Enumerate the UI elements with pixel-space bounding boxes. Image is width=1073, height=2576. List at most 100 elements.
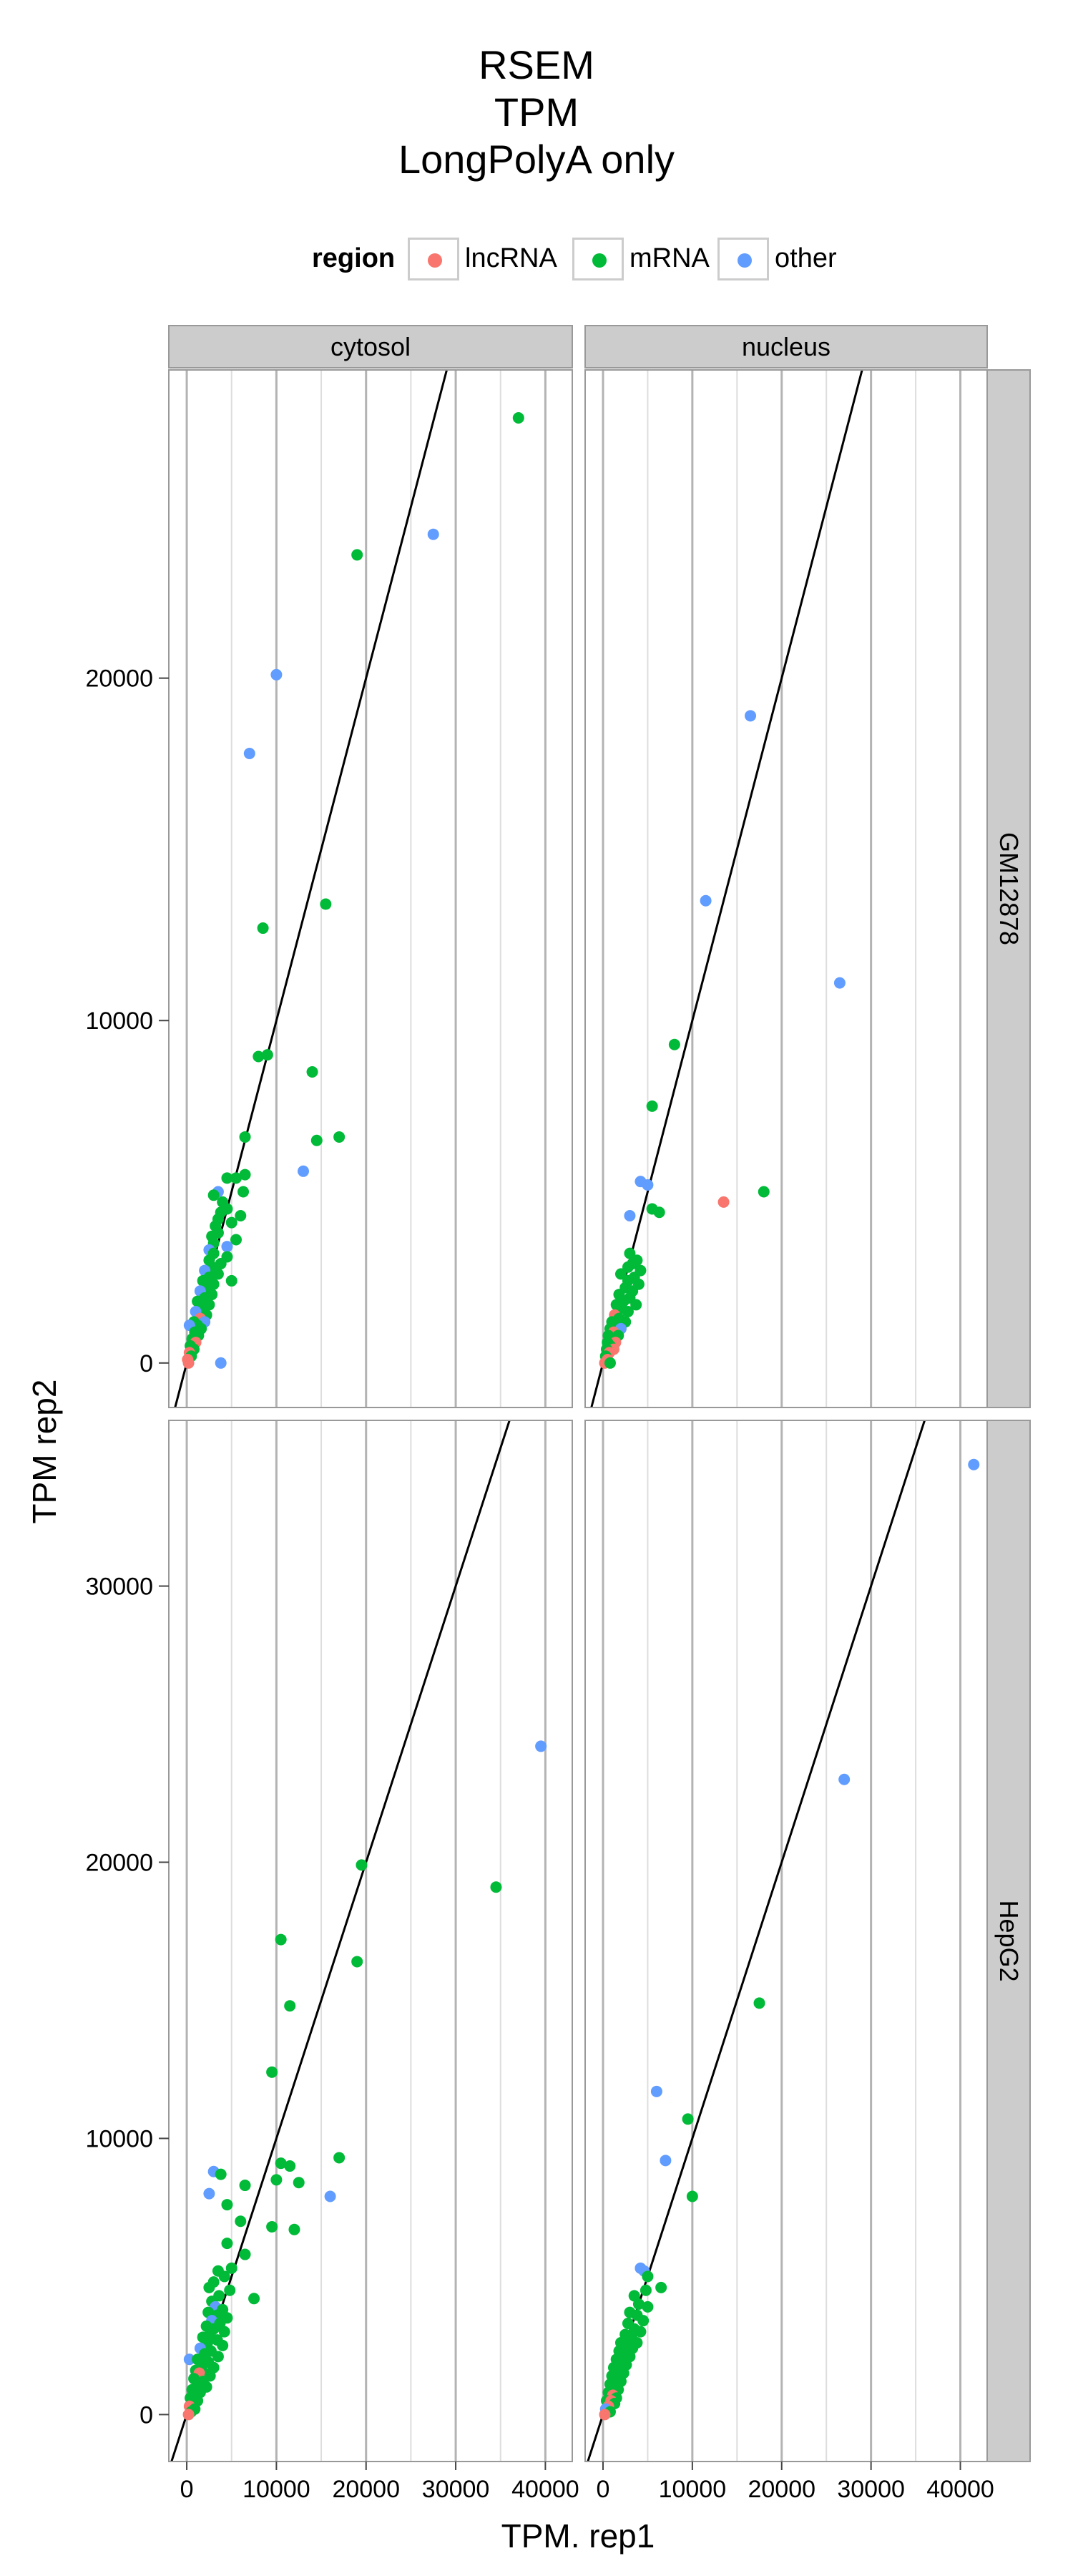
data-point-other xyxy=(215,1357,227,1369)
data-point-mrna xyxy=(239,2248,251,2260)
data-point-mrna xyxy=(224,2284,236,2296)
data-point-other xyxy=(745,710,757,722)
data-point-mrna xyxy=(604,1357,616,1369)
data-point-mrna xyxy=(230,1234,242,1246)
data-point-mrna xyxy=(512,411,524,424)
data-point-mrna xyxy=(753,1997,765,2009)
data-point-mrna xyxy=(217,2339,229,2351)
data-point-mrna xyxy=(212,1268,224,1280)
data-point-mrna xyxy=(248,2293,260,2305)
data-point-mrna xyxy=(225,1216,237,1229)
data-point-mrna xyxy=(333,2152,346,2164)
panel-border xyxy=(584,369,988,1408)
data-point-mrna xyxy=(655,2281,667,2293)
data-point-mrna xyxy=(682,2113,694,2125)
data-point-other xyxy=(243,747,255,759)
data-point-mrna xyxy=(221,1172,233,1184)
data-point-mrna xyxy=(266,2066,278,2078)
data-point-mrna xyxy=(490,1881,502,1893)
panel-background xyxy=(585,1420,987,2462)
data-point-mrna xyxy=(239,1169,251,1181)
data-point-mrna xyxy=(686,2190,698,2202)
data-point-other xyxy=(427,528,439,540)
panel-plot-area xyxy=(174,370,524,1407)
data-point-mrna xyxy=(637,2315,650,2327)
panel-nucleus-GM12878 xyxy=(584,369,988,1408)
facet-strip-cytosol xyxy=(168,325,573,369)
data-point-other xyxy=(203,2187,215,2200)
facet-strip-label: cytosol xyxy=(330,332,411,361)
y-tick-label: 20000 xyxy=(85,1850,153,1877)
data-point-other xyxy=(183,2353,195,2366)
data-point-mrna xyxy=(203,2281,215,2293)
data-point-other xyxy=(968,1458,980,1470)
data-point-mrna xyxy=(351,549,363,561)
reference-line xyxy=(590,370,863,1407)
panel-border xyxy=(168,369,573,1408)
panel-nucleus-HepG2 xyxy=(584,1420,988,2462)
panel-background xyxy=(585,370,987,1407)
facet-row-label: GM12878 xyxy=(994,832,1024,945)
legend-key xyxy=(717,238,769,280)
data-point-mrna xyxy=(333,1131,346,1143)
panel-plot-area xyxy=(170,1420,547,2462)
data-point-mrna xyxy=(237,1186,250,1198)
y-tick-label: 30000 xyxy=(85,1574,153,1601)
x-axis-title: TPM. rep1 xyxy=(501,2517,655,2555)
data-point-mrna xyxy=(653,1206,665,1219)
legend-label: lncRNA xyxy=(465,243,557,273)
x-tick-label: 30000 xyxy=(837,2476,905,2503)
data-point-mrna xyxy=(275,2157,287,2170)
data-point-mrna xyxy=(630,1299,642,1311)
legend-dot-icon xyxy=(592,253,607,268)
panel-border xyxy=(584,1420,988,2462)
x-tick-label: 10000 xyxy=(242,2476,310,2503)
data-point-mrna xyxy=(288,2223,300,2235)
data-point-other xyxy=(535,1740,547,1752)
reference-line xyxy=(587,1420,926,2462)
data-point-mrna xyxy=(275,1933,287,1946)
data-point-mrna xyxy=(614,1268,627,1280)
panel-cytosol-HepG2 xyxy=(168,1420,573,2462)
legend-dot-icon xyxy=(428,253,442,268)
data-point-mrna xyxy=(293,2177,305,2189)
data-point-other xyxy=(298,1165,309,1177)
x-tick-label: 20000 xyxy=(332,2476,400,2503)
y-tick-label: 0 xyxy=(139,2401,153,2429)
legend-label: mRNA xyxy=(629,243,710,273)
data-point-mrna xyxy=(207,1189,220,1201)
data-point-mrna xyxy=(310,1134,323,1146)
data-point-mrna xyxy=(646,1100,658,1112)
data-point-mrna xyxy=(218,2326,230,2338)
legend-key xyxy=(572,238,624,280)
data-point-mrna xyxy=(642,2301,654,2313)
data-point-mrna xyxy=(261,1049,273,1061)
data-point-mrna xyxy=(221,2238,233,2250)
facet-strip-GM12878 xyxy=(986,369,1031,1408)
facet-strip-nucleus xyxy=(584,325,988,369)
y-axis-title: TPM rep2 xyxy=(26,1380,63,1524)
data-point-mrna xyxy=(320,898,332,910)
data-point-mrna xyxy=(235,2215,247,2228)
y-tick-label: 0 xyxy=(139,1350,153,1377)
panel-cytosol-GM12878 xyxy=(168,369,573,1408)
data-point-mrna xyxy=(668,1038,680,1050)
data-point-mrna xyxy=(284,2160,296,2172)
facet-strip-HepG2 xyxy=(986,1420,1031,2462)
legend-title: region xyxy=(312,243,396,273)
data-point-other xyxy=(700,894,712,907)
data-point-mrna xyxy=(284,2000,296,2012)
x-tick-label: 0 xyxy=(180,2476,194,2503)
title-line-3: LongPolyA only xyxy=(398,137,675,182)
panel-border xyxy=(168,1420,573,2462)
panel-plot-area xyxy=(587,1420,980,2462)
panel-plot-area xyxy=(590,370,863,1407)
legend: region lncRNA mRNA other xyxy=(0,238,1073,280)
data-point-lncrna xyxy=(182,1357,195,1369)
data-point-mrna xyxy=(642,2270,654,2283)
x-tick-label: 20000 xyxy=(748,2476,815,2503)
data-point-mrna xyxy=(257,922,269,935)
data-point-mrna xyxy=(218,2270,230,2283)
data-point-lncrna xyxy=(182,2409,195,2421)
data-point-lncrna xyxy=(717,1196,730,1208)
